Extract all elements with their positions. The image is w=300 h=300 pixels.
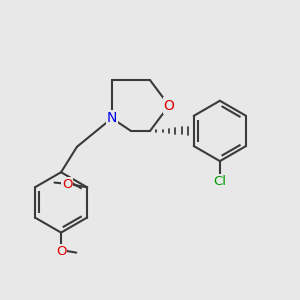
Text: O: O — [164, 98, 175, 112]
Text: N: N — [107, 111, 117, 125]
Text: O: O — [62, 178, 72, 190]
Text: O: O — [56, 245, 66, 258]
Text: Cl: Cl — [213, 175, 226, 188]
